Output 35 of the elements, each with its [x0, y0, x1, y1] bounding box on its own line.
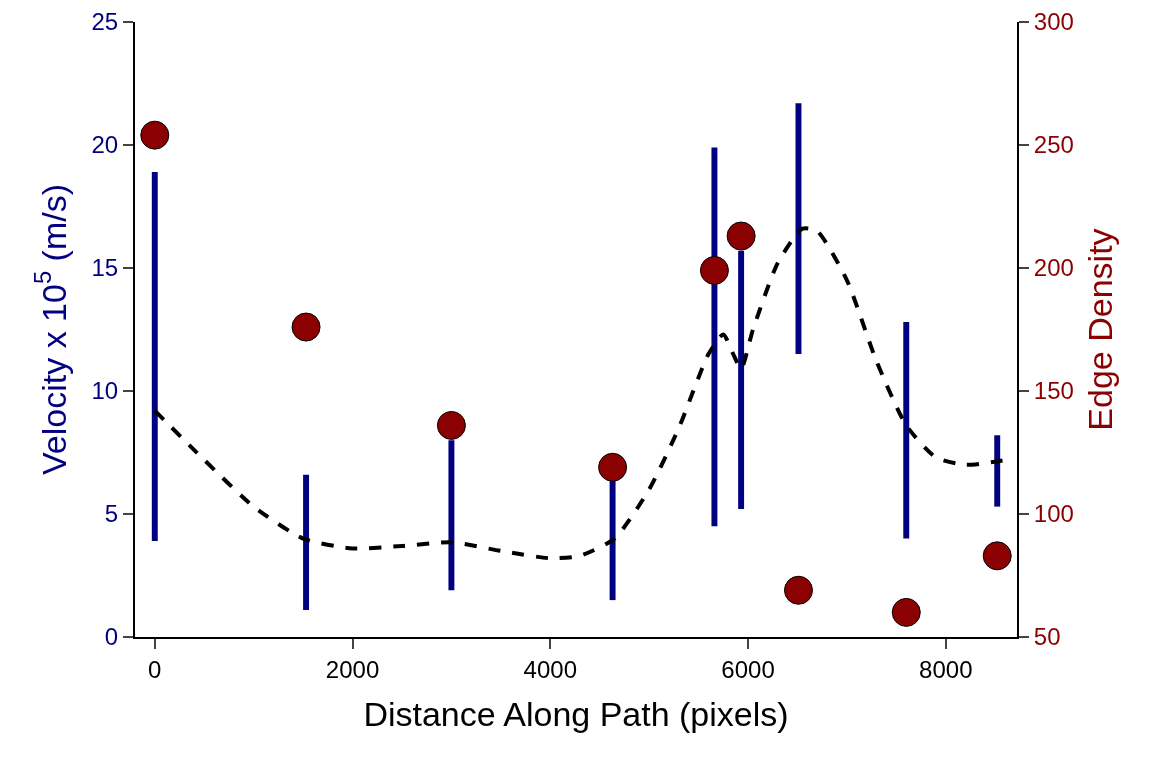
x-tick-label: 6000 — [721, 655, 775, 683]
point — [982, 541, 1012, 571]
y-tick-label: 5 — [104, 500, 119, 528]
point — [140, 120, 170, 150]
y-tick-label: 20 — [91, 131, 119, 159]
point — [598, 452, 628, 482]
point — [783, 575, 813, 605]
point — [291, 312, 321, 342]
y2-tick-label: 250 — [1033, 131, 1074, 159]
y-tick-label: 0 — [104, 623, 119, 651]
point — [436, 410, 466, 440]
bar — [151, 172, 158, 542]
y-tick-label: 15 — [91, 254, 119, 282]
bar — [303, 474, 310, 610]
x-tick-label: 2000 — [325, 655, 380, 683]
x-tick-label: 8000 — [919, 655, 973, 683]
point — [891, 597, 921, 627]
y2-tick-label: 150 — [1033, 377, 1074, 405]
y2-tick-label: 50 — [1033, 623, 1061, 651]
bar — [994, 435, 1001, 507]
x-tick-label: 4000 — [523, 655, 577, 683]
bar — [903, 322, 910, 539]
y2-tick-label: 100 — [1033, 500, 1074, 528]
y2-tick-label: 300 — [1033, 8, 1074, 36]
point — [699, 255, 729, 285]
y2-axis-title: Edge Density — [1080, 228, 1119, 431]
y2-tick-label: 200 — [1033, 254, 1074, 282]
bar — [738, 250, 745, 510]
bar — [609, 479, 616, 601]
x-tick-label: 0 — [148, 655, 162, 683]
y-tick-label: 25 — [91, 8, 119, 36]
x-axis-title: Distance Along Path (pixels) — [363, 694, 789, 733]
y-tick-label: 10 — [91, 377, 119, 405]
point — [726, 221, 756, 251]
bar — [448, 440, 455, 591]
